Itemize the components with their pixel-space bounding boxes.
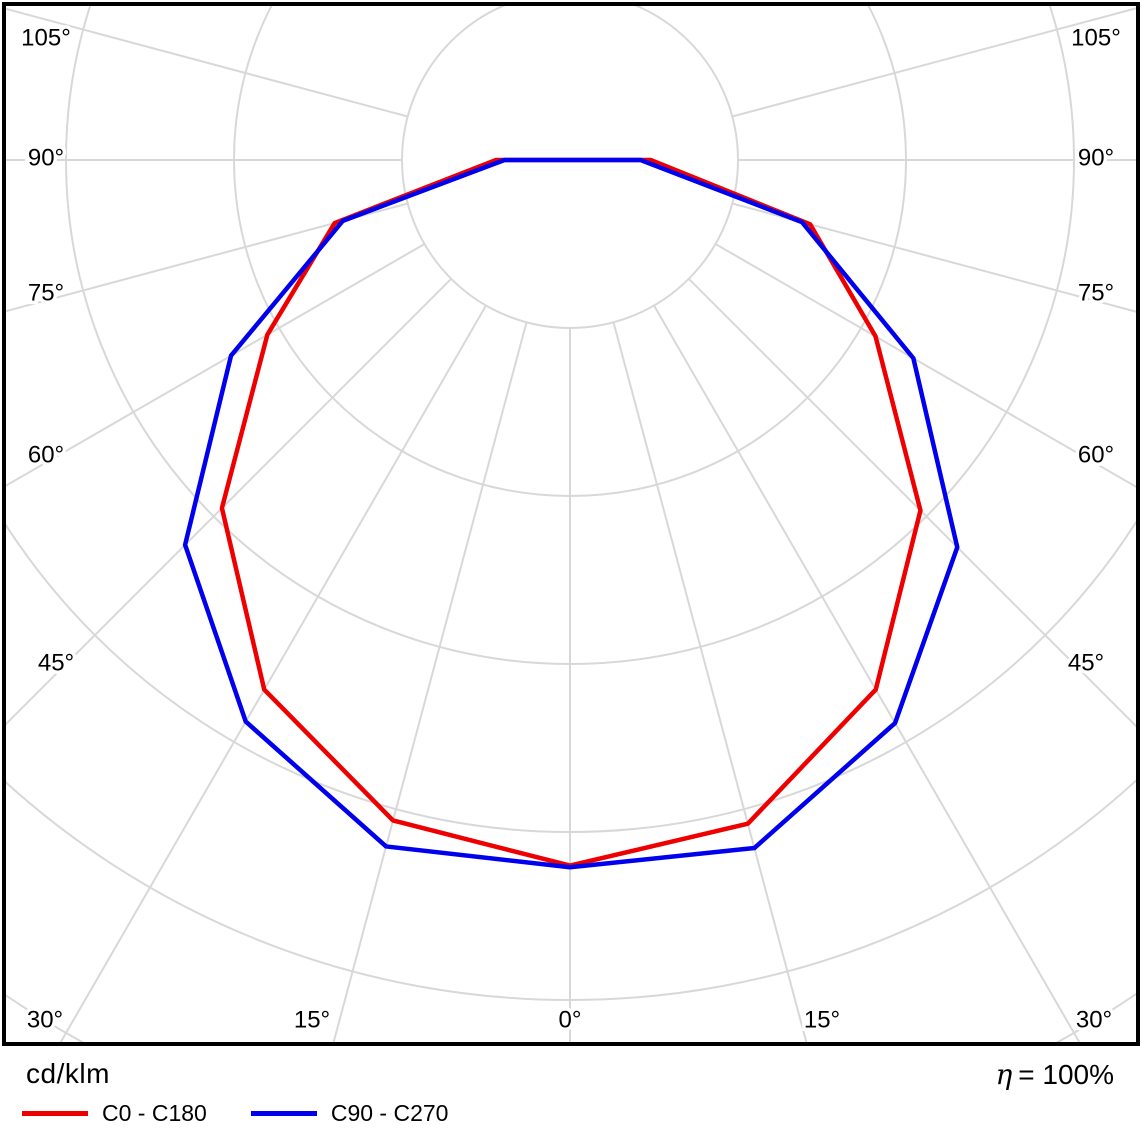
grid-ray [59, 304, 487, 1042]
angle-label-bottom: 30° [1076, 1007, 1112, 1034]
eta-symbol: η [995, 1058, 1013, 1091]
grid-ray [732, 7, 1136, 118]
angle-label-left: 60° [28, 442, 64, 469]
grid-circle [6, 778, 1136, 1001]
grid-ray [6, 7, 408, 118]
curve-c90-c270 [182, 157, 960, 870]
polar-chart-canvas: 105° 90° 75° 60° 45° 105° 90° 75° 60° 45° 30° 15° 0°… [2, 2, 1140, 1046]
grid-circle [233, 6, 907, 497]
grid-ray [6, 202, 408, 313]
units-label: cd/klm [26, 1058, 110, 1089]
efficiency-label: η = 100% [995, 1058, 1114, 1091]
grid-circle [401, 6, 739, 329]
angle-label-left: 45° [38, 650, 74, 677]
grid-ray [6, 243, 426, 487]
grid-circle [6, 520, 1136, 833]
legend: C0 - C180 C90 - C270 [22, 1100, 448, 1127]
angle-label-right: 105° [1071, 25, 1121, 52]
eta-value: = 100% [1018, 1059, 1114, 1090]
angle-label-left: 105° [21, 25, 71, 52]
legend-line-red [22, 1111, 88, 1116]
angle-label-bottom: 15° [804, 1007, 840, 1034]
angle-label-right: 45° [1068, 650, 1104, 677]
grid-ray [612, 322, 808, 1042]
angle-label-left: 75° [28, 280, 64, 307]
angle-label-bottom: 0° [559, 1007, 582, 1034]
grid-ray [688, 278, 1136, 728]
grid-ray [332, 322, 528, 1042]
legend-item-c0-c180: C0 - C180 [22, 1100, 207, 1127]
legend-label-c0-c180: C0 - C180 [102, 1100, 207, 1126]
grid-ray [732, 202, 1136, 313]
angle-label-right: 90° [1078, 145, 1114, 172]
angle-label-bottom: 30° [27, 1007, 63, 1034]
legend-item-c90-c270: C90 - C270 [250, 1100, 449, 1127]
grid-ray [6, 278, 452, 726]
angle-label-right: 60° [1078, 442, 1114, 469]
angle-label-left: 90° [28, 145, 64, 172]
curve-c0-c180 [219, 157, 923, 868]
legend-label-c90-c270: C90 - C270 [330, 1100, 449, 1126]
grid-ray [653, 304, 1081, 1042]
grid-circle [65, 6, 1075, 665]
angle-label-right: 75° [1078, 280, 1114, 307]
chart-border [2, 2, 1140, 1046]
polar-plot-area [6, 6, 1136, 1042]
legend-line-blue [250, 1111, 317, 1116]
grid-ray [714, 243, 1136, 488]
angle-label-bottom: 15° [294, 1007, 330, 1034]
